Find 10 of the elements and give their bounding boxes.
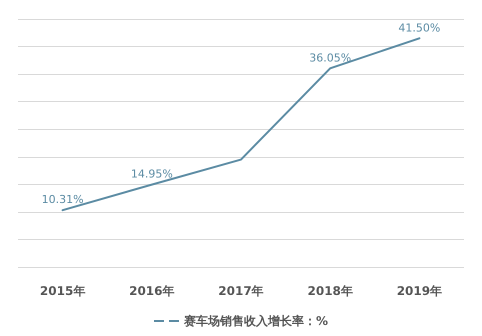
x-tick-label: 2015年 bbox=[40, 284, 86, 298]
x-tick-label: 2017年 bbox=[218, 284, 264, 298]
data-label: 10.31% bbox=[42, 193, 84, 206]
legend-label: 赛车场销售收入增长率：% bbox=[182, 314, 328, 328]
data-label: 41.50% bbox=[398, 21, 440, 34]
data-label: 36.05% bbox=[309, 51, 352, 64]
x-tick-label: 2016年 bbox=[129, 284, 175, 298]
x-tick-label: 2019年 bbox=[396, 284, 442, 298]
data-label: 14.95% bbox=[130, 168, 173, 181]
x-tick-label: 2018年 bbox=[307, 284, 353, 298]
